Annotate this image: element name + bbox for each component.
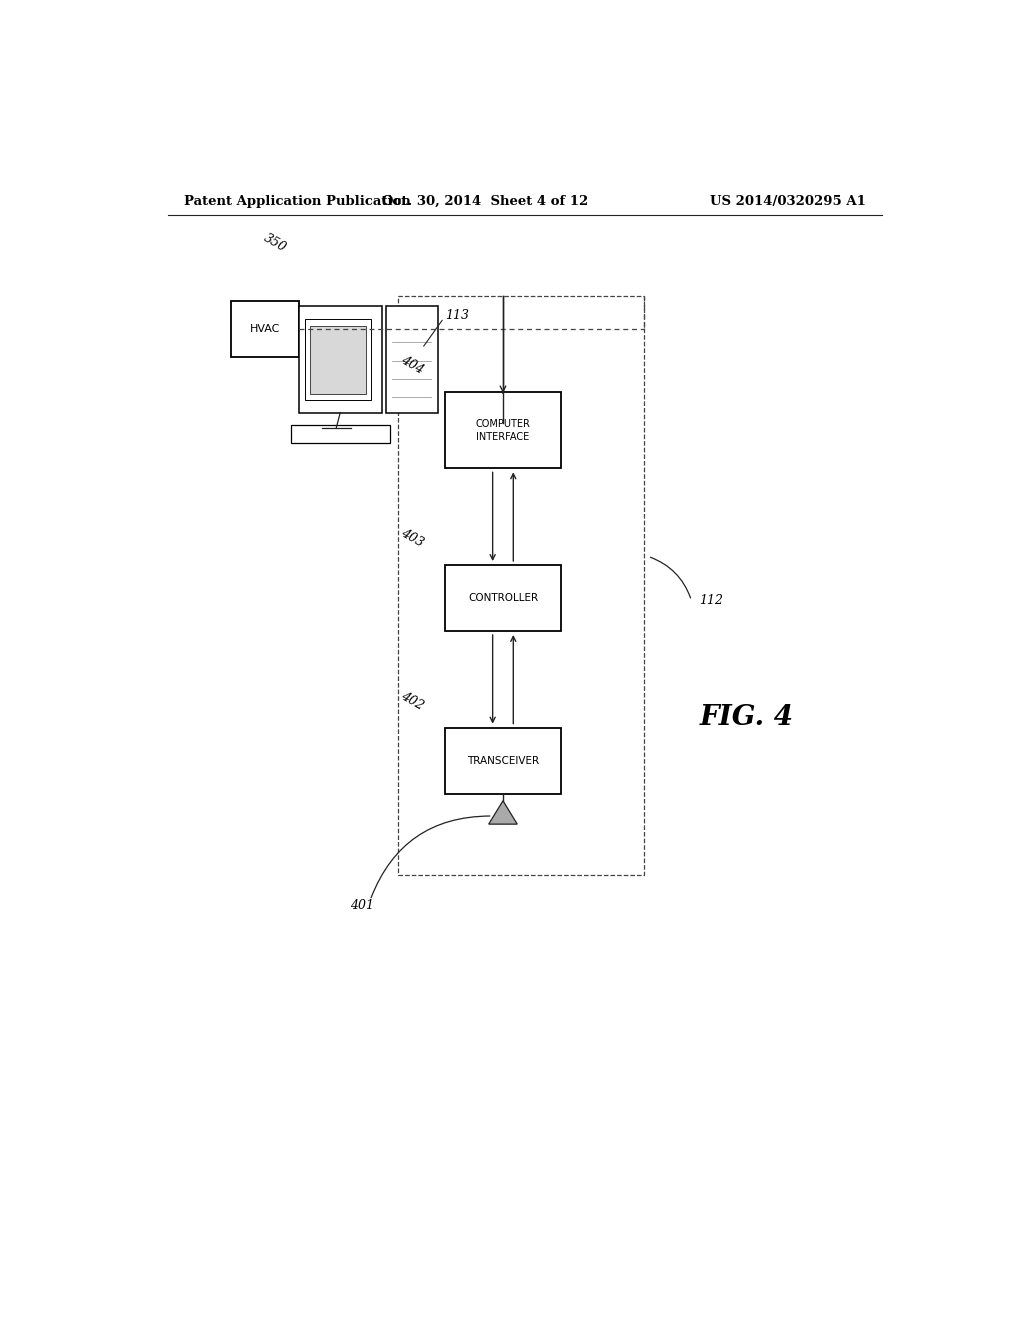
Text: Patent Application Publication: Patent Application Publication bbox=[183, 194, 411, 207]
Text: 402: 402 bbox=[398, 689, 426, 713]
Bar bbox=[445, 727, 560, 793]
Bar bbox=[291, 425, 390, 444]
Text: 112: 112 bbox=[699, 594, 723, 607]
Polygon shape bbox=[488, 801, 517, 824]
Text: 113: 113 bbox=[445, 309, 469, 322]
Text: Oct. 30, 2014  Sheet 4 of 12: Oct. 30, 2014 Sheet 4 of 12 bbox=[382, 194, 588, 207]
Bar bbox=[445, 392, 560, 469]
Text: US 2014/0320295 A1: US 2014/0320295 A1 bbox=[711, 194, 866, 207]
Text: TRANSCEIVER: TRANSCEIVER bbox=[467, 755, 539, 766]
Text: 401: 401 bbox=[350, 899, 374, 912]
Text: HVAC: HVAC bbox=[250, 323, 281, 334]
Bar bbox=[445, 565, 560, 631]
Bar bbox=[397, 296, 644, 875]
Text: 404: 404 bbox=[398, 354, 426, 378]
Bar bbox=[386, 306, 437, 412]
Text: 403: 403 bbox=[398, 527, 426, 549]
Bar bbox=[231, 301, 299, 356]
Text: FIG. 4: FIG. 4 bbox=[699, 704, 794, 731]
Text: CONTROLLER: CONTROLLER bbox=[468, 593, 538, 603]
Bar bbox=[309, 326, 367, 395]
Text: 350: 350 bbox=[261, 232, 289, 255]
Text: COMPUTER
INTERFACE: COMPUTER INTERFACE bbox=[475, 418, 530, 442]
Bar bbox=[299, 306, 382, 412]
Bar bbox=[305, 319, 371, 400]
